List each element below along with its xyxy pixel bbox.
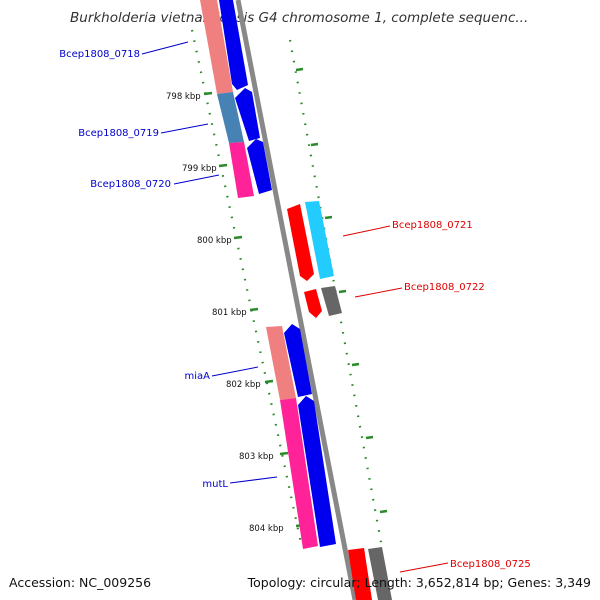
sequence-summary-text: Topology: circular; Length: 3,652,814 bp… [247, 575, 591, 590]
gene-0718-outer-band[interactable] [200, 0, 233, 94]
gene-0719-blue-arrow[interactable] [235, 88, 260, 141]
gene-0719-outer-band[interactable] [217, 92, 244, 143]
gene-0720-blue-arrow[interactable] [247, 139, 272, 194]
gene-label-mutL[interactable]: mutL [202, 479, 228, 490]
gene-label-bcep1808-0720[interactable]: Bcep1808_0720 [90, 179, 171, 190]
gene-miaA-outer-band[interactable] [266, 326, 296, 400]
gene-mutL-outer-band[interactable] [280, 398, 318, 549]
gene-label-miaA[interactable]: miaA [185, 371, 211, 382]
gene-label-bcep1808-0718[interactable]: Bcep1808_0718 [59, 49, 140, 60]
tick-label-802kbp: 802 kbp [226, 380, 261, 390]
gene-miaA-blue-arrow[interactable] [284, 324, 312, 397]
gene-label-bcep1808-0721[interactable]: Bcep1808_0721 [392, 220, 473, 231]
sequence-axis [235, 0, 358, 600]
gene-0725-grey-band[interactable] [368, 547, 392, 600]
tick-label-801kbp: 801 kbp [212, 308, 247, 318]
map-title: Burkholderia vietnamiensis G4 chromosome… [70, 10, 529, 26]
gene-label-bcep1808-0719[interactable]: Bcep1808_0719 [78, 128, 159, 139]
right-major-ticks [295, 67, 388, 514]
gene-0720-outer-band[interactable] [229, 142, 254, 198]
gene-0722-grey-band[interactable] [321, 286, 342, 316]
right-ruler-track [288, 39, 384, 549]
gene-mutL-blue-arrow[interactable] [298, 396, 336, 547]
accession-text: Accession: NC_009256 [9, 575, 152, 590]
gene-0718-blue-arrow[interactable] [219, 0, 248, 90]
tick-label-798kbp: 798 kbp [166, 92, 201, 102]
gene-label-bcep1808-0725[interactable]: Bcep1808_0725 [450, 559, 531, 570]
right-label-leaders [342, 225, 449, 573]
tick-label-804kbp: 804 kbp [249, 524, 284, 534]
gene-0722-red-arrow[interactable] [304, 289, 322, 318]
tick-label-800kbp: 800 kbp [197, 236, 232, 246]
gene-0721-red-arrow[interactable] [287, 204, 314, 281]
gene-0725-red-band[interactable] [348, 548, 372, 600]
gene-label-bcep1808-0722[interactable]: Bcep1808_0722 [404, 282, 485, 293]
gene-0721-cyan-band[interactable] [305, 201, 334, 279]
tick-label-803kbp: 803 kbp [239, 452, 274, 462]
tick-label-799kbp: 799 kbp [182, 164, 217, 174]
left-label-leaders [141, 41, 278, 484]
